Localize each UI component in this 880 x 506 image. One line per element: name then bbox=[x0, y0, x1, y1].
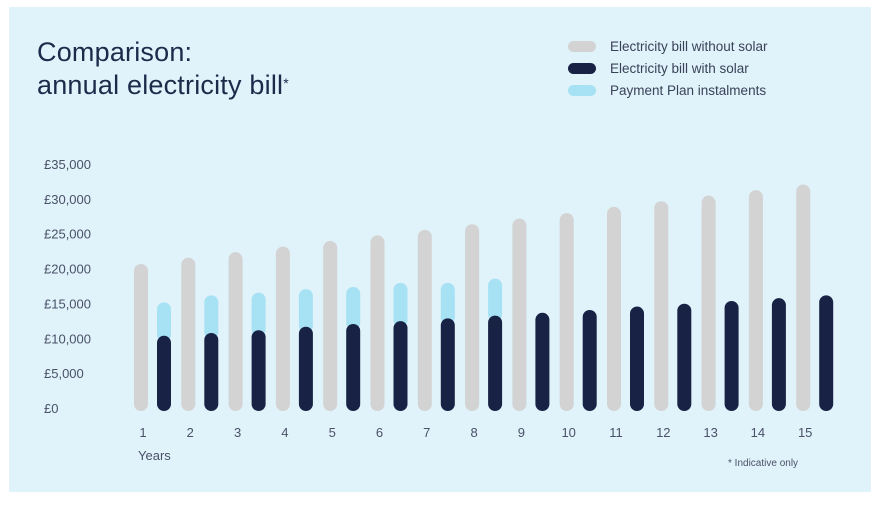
bar-payment-plan bbox=[204, 295, 219, 340]
y-tick-label: £0 bbox=[44, 401, 58, 416]
legend-label-payment-plan: Payment Plan instalments bbox=[610, 83, 767, 98]
bar-with-solar bbox=[346, 323, 361, 411]
x-tick-label: 6 bbox=[376, 425, 383, 440]
x-tick-label: 9 bbox=[518, 425, 525, 440]
y-tick-label: £35,000 bbox=[44, 157, 91, 172]
y-tick-label: £30,000 bbox=[44, 192, 91, 207]
bar-with-solar bbox=[440, 318, 455, 411]
x-tick-label: 15 bbox=[798, 425, 812, 440]
legend: Electricity bill without solar Electrici… bbox=[568, 36, 768, 102]
x-tick-label: 4 bbox=[281, 425, 288, 440]
bar-without-solar bbox=[181, 257, 196, 411]
bar-payment-plan bbox=[488, 278, 503, 322]
bar-with-solar bbox=[393, 321, 408, 411]
x-tick-label: 11 bbox=[609, 425, 623, 440]
legend-item-payment-plan: Payment Plan instalments bbox=[568, 80, 768, 101]
x-tick-label: 2 bbox=[187, 425, 194, 440]
chart-title: Comparison: annual electricity bill* bbox=[37, 36, 289, 102]
legend-label-with-solar: Electricity bill with solar bbox=[610, 61, 749, 76]
bar-payment-plan bbox=[157, 302, 171, 342]
title-footnote-mark: * bbox=[283, 75, 289, 91]
x-tick-label: 12 bbox=[656, 425, 670, 440]
bar-without-solar bbox=[275, 246, 290, 411]
bar-without-solar bbox=[512, 218, 527, 411]
bar-with-solar bbox=[298, 326, 313, 411]
bar-with-solar bbox=[819, 295, 834, 411]
y-tick-label: £15,000 bbox=[44, 296, 91, 311]
x-tick-label: 14 bbox=[751, 425, 765, 440]
x-tick-label: 7 bbox=[423, 425, 430, 440]
legend-label-without-solar: Electricity bill without solar bbox=[610, 39, 768, 54]
bar-without-solar bbox=[654, 201, 669, 411]
legend-swatch-payment-plan bbox=[568, 85, 596, 96]
title-line-1: Comparison: bbox=[37, 37, 193, 67]
bar-without-solar bbox=[559, 213, 574, 411]
bar-without-solar bbox=[796, 184, 811, 411]
legend-swatch-with-solar bbox=[568, 63, 596, 74]
bar-with-solar bbox=[630, 306, 644, 411]
y-tick-label: £10,000 bbox=[44, 331, 91, 346]
bar-with-solar bbox=[724, 300, 739, 411]
x-tick-label: 3 bbox=[234, 425, 241, 440]
legend-swatch-without-solar bbox=[568, 41, 596, 52]
bar-without-solar bbox=[465, 224, 480, 411]
y-tick-label: £5,000 bbox=[44, 366, 84, 381]
bar-with-solar bbox=[157, 335, 171, 411]
bar-with-solar bbox=[771, 298, 786, 411]
bar-payment-plan bbox=[346, 287, 361, 330]
bar-without-solar bbox=[323, 240, 338, 411]
bar-with-solar bbox=[251, 330, 266, 411]
legend-item-with-solar: Electricity bill with solar bbox=[568, 58, 768, 79]
legend-item-without-solar: Electricity bill without solar bbox=[568, 36, 768, 57]
chart-card bbox=[9, 7, 871, 492]
x-tick-label: 1 bbox=[139, 425, 146, 440]
bar-payment-plan bbox=[440, 282, 455, 325]
bar-without-solar bbox=[748, 190, 763, 411]
bar-payment-plan bbox=[393, 282, 408, 328]
title-line-2: annual electricity bill* bbox=[37, 70, 289, 100]
x-tick-label: 10 bbox=[561, 425, 575, 440]
bar-with-solar bbox=[582, 310, 597, 411]
x-axis-title: Years bbox=[138, 448, 171, 463]
bar-with-solar bbox=[204, 333, 219, 411]
bar-without-solar bbox=[134, 263, 148, 411]
bar-without-solar bbox=[370, 235, 385, 411]
x-tick-label: 8 bbox=[470, 425, 477, 440]
x-tick-label: 5 bbox=[329, 425, 336, 440]
bar-without-solar bbox=[228, 252, 243, 411]
footnote: * Indicative only bbox=[728, 458, 799, 469]
bar-with-solar bbox=[488, 315, 503, 411]
bar-payment-plan bbox=[251, 292, 266, 337]
bar-payment-plan bbox=[298, 289, 313, 333]
bar-without-solar bbox=[607, 206, 621, 411]
bar-with-solar bbox=[535, 312, 550, 411]
bar-without-solar bbox=[417, 229, 432, 411]
y-tick-label: £25,000 bbox=[44, 227, 91, 242]
x-tick-label: 13 bbox=[703, 425, 717, 440]
bar-without-solar bbox=[701, 195, 716, 411]
y-tick-label: £20,000 bbox=[44, 262, 91, 277]
bar-with-solar bbox=[677, 303, 692, 411]
